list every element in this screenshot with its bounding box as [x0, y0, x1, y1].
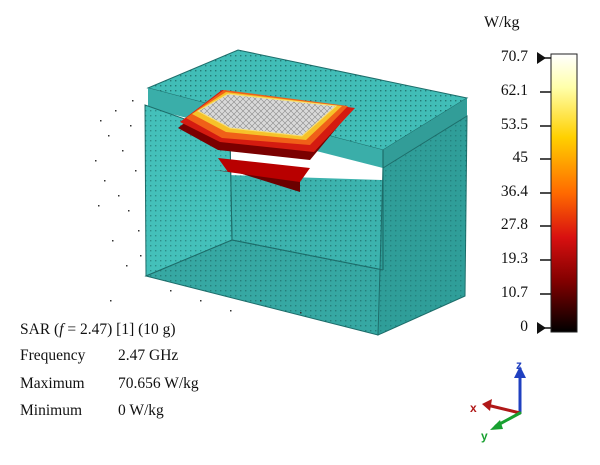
colorbar-tick: 19.3	[500, 250, 528, 267]
sar-hotspot	[178, 90, 355, 192]
colorbar-tick: 70.7	[500, 48, 528, 65]
maximum-label: Maximum	[20, 375, 85, 392]
colorbar-tick: 53.5	[500, 116, 528, 133]
z-axis-label: z	[516, 358, 522, 372]
frequency-label: Frequency	[20, 347, 86, 364]
phantom-model	[144, 49, 469, 336]
colorbar-tick: 62.1	[500, 82, 528, 99]
field-points	[95, 100, 302, 314]
colorbar-tick: 0	[520, 318, 528, 335]
maximum-value: 70.656 W/kg	[118, 375, 199, 392]
x-axis-label: x	[470, 401, 477, 415]
y-axis-label: y	[481, 429, 488, 443]
color-bar	[537, 52, 578, 334]
colorbar-tick: 45	[512, 149, 529, 166]
frequency-value: 2.47 GHz	[118, 347, 179, 364]
min-marker-icon	[537, 322, 546, 334]
colorbar-tick: 36.4	[500, 183, 528, 200]
minimum-value: 0 W/kg	[118, 402, 164, 419]
colorbar-tick: 27.8	[500, 216, 528, 233]
colorbar-unit: W/kg	[484, 14, 520, 31]
result-title: SAR (f = 2.47) [1] (10 g)	[20, 321, 176, 338]
frequency-row: Frequency 2.47 GHz	[20, 348, 178, 364]
max-marker-icon	[537, 52, 546, 64]
colorbar-tick: 10.7	[500, 284, 528, 301]
maximum-row: Maximum 70.656 W/kg	[20, 376, 199, 392]
minimum-row: Minimum 0 W/kg	[20, 403, 164, 419]
minimum-label: Minimum	[20, 402, 83, 419]
color-bar-ticks	[537, 57, 551, 329]
axis-triad: z x y	[470, 358, 526, 443]
